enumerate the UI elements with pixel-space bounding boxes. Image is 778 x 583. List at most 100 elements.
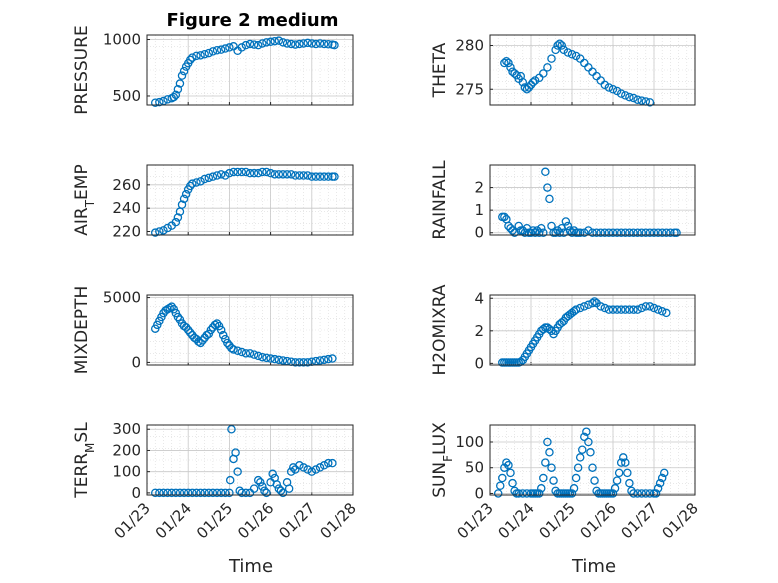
data-point	[163, 223, 172, 233]
data-point	[295, 461, 304, 470]
data-point	[319, 355, 329, 365]
data-point	[506, 468, 515, 478]
data-point	[557, 41, 567, 50]
y-tick-label: 4	[474, 289, 484, 307]
data-point	[311, 39, 321, 49]
data-point	[641, 302, 651, 311]
data-point	[592, 228, 601, 237]
data-point	[307, 467, 317, 476]
data-point	[233, 346, 242, 355]
x-tick-label: 01/24	[495, 499, 538, 542]
data-point	[629, 489, 638, 498]
data-point	[241, 40, 251, 50]
data-point	[633, 228, 642, 237]
data-point	[655, 478, 665, 488]
data-point	[653, 305, 663, 314]
data-point	[175, 79, 185, 88]
data-point	[299, 39, 308, 48]
data-point	[223, 338, 232, 348]
data-point	[295, 171, 304, 180]
y-tick-label: 300	[112, 420, 141, 438]
data-point	[657, 473, 667, 483]
data-point	[547, 54, 556, 63]
data-point	[204, 173, 214, 183]
data-point	[196, 51, 205, 60]
data-point	[666, 228, 675, 237]
data-point	[253, 475, 263, 485]
data-point	[543, 437, 552, 447]
data-point	[262, 38, 271, 47]
data-point	[619, 453, 628, 462]
data-point	[580, 228, 589, 237]
data-point	[268, 469, 277, 479]
data-point	[299, 463, 308, 472]
data-point	[537, 484, 546, 493]
y-tick-label: 220	[112, 223, 141, 241]
data-point	[569, 484, 579, 493]
data-point	[177, 71, 187, 80]
y-tick-label: 0	[474, 354, 484, 372]
data-point	[549, 476, 558, 485]
data-point	[237, 347, 247, 357]
y-tick-label: 200	[112, 441, 141, 459]
data-point	[623, 468, 632, 478]
data-point	[537, 223, 546, 233]
data-point	[173, 84, 183, 94]
data-point	[588, 228, 597, 237]
data-point	[212, 171, 222, 180]
data-point	[498, 473, 507, 483]
data-point	[311, 465, 321, 474]
data-point	[621, 228, 630, 237]
data-point	[303, 38, 312, 48]
data-point	[256, 478, 265, 487]
data-point	[274, 170, 284, 179]
y-axis-label: H2OMIXRA	[430, 284, 450, 375]
data-point	[539, 228, 548, 237]
data-point	[227, 424, 236, 434]
data-point	[582, 427, 591, 436]
data-point	[237, 488, 247, 498]
data-point	[241, 488, 251, 498]
data-point	[608, 489, 618, 498]
data-point	[588, 298, 597, 308]
subplot-5: 0 5000 MIXDEPTH	[72, 286, 354, 374]
data-point	[210, 320, 220, 330]
data-point	[563, 48, 573, 57]
data-point	[315, 356, 325, 365]
data-point	[539, 473, 548, 483]
data-point	[262, 488, 271, 498]
data-point	[508, 478, 517, 488]
data-point	[266, 168, 275, 178]
subplot-4: 0 1 2 RAINFALL	[430, 160, 696, 242]
data-point	[645, 302, 655, 311]
data-point	[506, 63, 515, 72]
data-point	[633, 95, 642, 105]
data-point	[324, 458, 333, 468]
x-tick-label: 01/25	[536, 499, 579, 542]
data-point	[584, 226, 593, 235]
data-point	[637, 228, 646, 237]
y-axis-label: RAINFALL	[430, 160, 450, 240]
data-point	[584, 437, 593, 447]
data-point	[278, 170, 288, 179]
axes-box	[489, 424, 696, 496]
data-point	[241, 167, 251, 177]
subplot-3: 220 240 260 AIRTEMP	[72, 164, 354, 241]
x-axis-label-left: Time	[228, 556, 274, 577]
data-point	[307, 172, 317, 181]
data-point	[284, 484, 294, 493]
data-point	[625, 305, 634, 314]
data-point	[575, 453, 585, 462]
data-point	[150, 488, 160, 498]
data-point	[237, 43, 247, 52]
figure-title: Figure 2 medium	[166, 10, 339, 31]
data-point	[258, 39, 267, 48]
data-point	[249, 350, 259, 359]
data-point	[150, 228, 160, 237]
data-point	[171, 90, 181, 100]
data-point	[196, 488, 205, 498]
data-point	[324, 172, 333, 181]
data-point	[604, 83, 614, 92]
data-point	[212, 488, 222, 498]
